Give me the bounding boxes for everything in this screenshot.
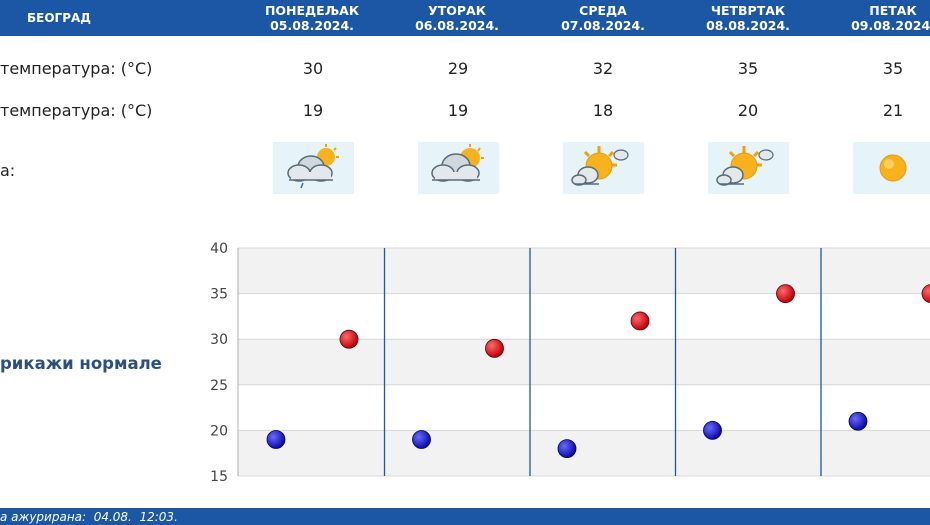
weather-row-label: а:	[0, 161, 16, 180]
day-date: 09.08.2024.	[851, 18, 930, 33]
day-date: 07.08.2024.	[561, 18, 645, 33]
min-temp-value: 21	[882, 101, 904, 120]
sun-cloud-icon	[708, 142, 789, 194]
max-temp-value: 30	[302, 59, 324, 78]
city-label: БЕОГРАД	[27, 11, 91, 25]
day-header: ЧЕТВРТАК 08.08.2024.	[683, 3, 813, 33]
y-tick-label: 15	[210, 469, 228, 485]
max-temp-row-label: температура: (°C)	[0, 59, 153, 78]
day-date: 08.08.2024.	[706, 18, 790, 33]
min-temp-point	[703, 420, 722, 440]
min-temp-point	[412, 430, 431, 449]
min-temp-point	[848, 411, 868, 431]
day-name: УТОРАК	[428, 3, 486, 18]
footer-bar: а ажурирана: 04.08. 12:03.	[0, 508, 930, 525]
day-header: ПЕТАК 09.08.2024.	[828, 3, 930, 33]
min-temp-point	[266, 430, 286, 449]
max-temp-value: 35	[737, 59, 759, 78]
day-date: 05.08.2024.	[270, 18, 354, 33]
y-tick-label: 30	[210, 332, 228, 348]
header-bar: БЕОГРАД ПОНЕДЕЉАК 05.08.2024. УТОРАК 06.…	[0, 0, 930, 36]
day-name: ПОНЕДЕЉАК	[264, 3, 360, 18]
sun-icon	[853, 142, 930, 194]
y-tick-label: 25	[210, 378, 228, 394]
day-header: ПОНЕДЕЉАК 05.08.2024.	[247, 3, 377, 33]
y-tick-label: 40	[210, 241, 228, 257]
min-temp-value: 20	[737, 101, 759, 120]
min-temp-point	[557, 439, 577, 459]
max-temp-value: 35	[882, 59, 904, 78]
y-tick-label: 20	[210, 423, 228, 439]
min-temp-value: 19	[447, 101, 469, 120]
temperature-chart: 40 35 30 25 20 15	[210, 241, 930, 485]
grid-band	[238, 430, 930, 476]
grid-band	[238, 248, 930, 294]
max-temp-point	[776, 284, 795, 304]
cloud-sun-icon	[418, 142, 499, 194]
max-temp-point	[630, 311, 650, 331]
day-name: ЧЕТВРТАК	[710, 3, 786, 18]
grid-band	[238, 339, 930, 385]
min-temp-value: 19	[302, 101, 324, 120]
max-temp-value: 32	[592, 59, 614, 78]
cloud-sun-rain-icon	[273, 142, 354, 194]
max-temp-point	[921, 284, 930, 303]
sun-cloud-icon	[563, 142, 644, 194]
y-tick-label: 35	[210, 287, 228, 303]
max-temp-point	[485, 338, 504, 358]
max-temp-value: 29	[447, 59, 469, 78]
show-normals-link[interactable]: рикажи нормале	[0, 354, 162, 373]
day-date: 06.08.2024.	[415, 18, 499, 33]
day-header: СРЕДА 07.08.2024.	[538, 3, 668, 33]
min-temp-value: 18	[592, 101, 614, 120]
day-name: ПЕТАК	[869, 3, 917, 18]
day-name: СРЕДА	[579, 3, 627, 18]
min-temp-row-label: температура: (°C)	[0, 101, 153, 120]
max-temp-point	[339, 329, 359, 349]
last-updated-text: а ажурирана: 04.08. 12:03.	[0, 510, 178, 524]
day-header: УТОРАК 06.08.2024.	[392, 3, 522, 33]
